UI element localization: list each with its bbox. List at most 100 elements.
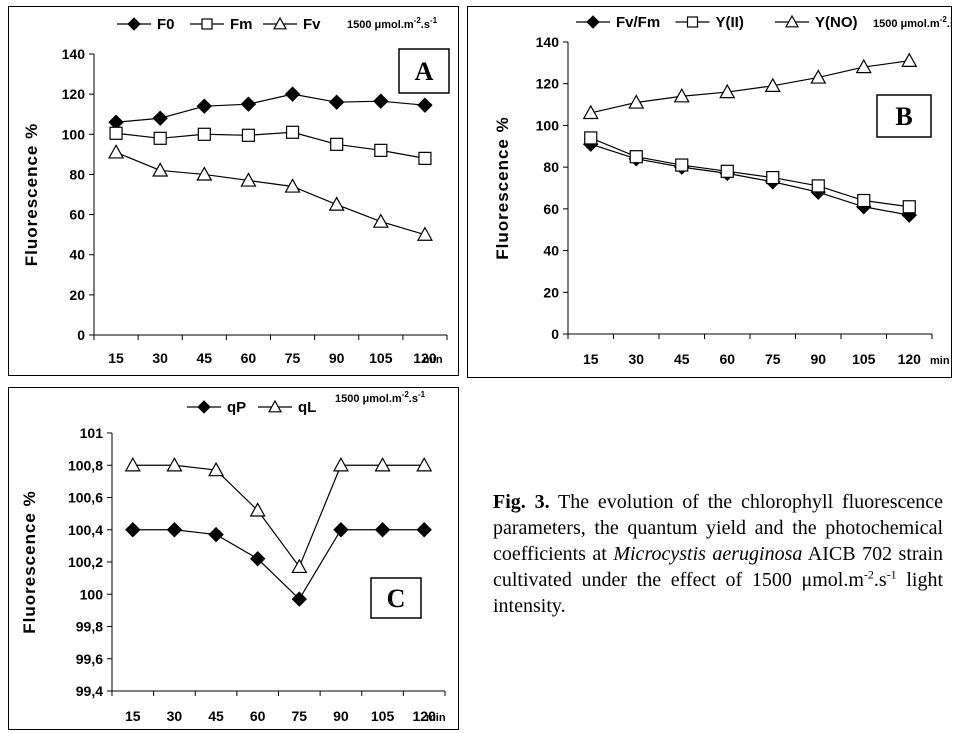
y-tick-label: 60 bbox=[69, 207, 85, 223]
x-tick-label: 30 bbox=[167, 708, 183, 724]
legend-label: qL bbox=[298, 399, 316, 416]
x-tick-label: 75 bbox=[765, 351, 781, 367]
data-point bbox=[241, 128, 256, 142]
unit-label: 1500 μmol.m-2.s-1 bbox=[347, 16, 438, 31]
data-point bbox=[373, 93, 389, 109]
data-point bbox=[332, 457, 349, 472]
caption-sup-1: -2 bbox=[863, 567, 874, 582]
data-point bbox=[124, 457, 141, 472]
caption-text-4: light intensity. bbox=[493, 569, 944, 617]
chart-svg-B: 0 20 40 60 80 100 120 140 15 30 45 60 75 90 105 120 min F… bbox=[493, 14, 951, 367]
x-tick-label: 60 bbox=[719, 351, 735, 367]
unit-sup2: -1 bbox=[430, 16, 438, 25]
x-tick-label: 45 bbox=[208, 708, 224, 724]
x-tick-label: 75 bbox=[285, 350, 301, 366]
y-tick-label: 40 bbox=[543, 243, 559, 259]
series-Fv/Fm bbox=[583, 136, 917, 223]
data-point bbox=[291, 591, 308, 607]
legend-label: Fv/Fm bbox=[616, 14, 660, 31]
unit-mid: .s bbox=[421, 19, 430, 31]
data-point bbox=[629, 150, 643, 164]
data-point bbox=[108, 144, 125, 159]
x-unit-label: min bbox=[930, 355, 950, 367]
data-point bbox=[249, 551, 266, 567]
y-tick-label: 40 bbox=[69, 247, 85, 263]
x-tick-label: 105 bbox=[371, 708, 395, 724]
legend-marker bbox=[127, 17, 141, 31]
data-point bbox=[416, 226, 433, 241]
y-axis-label: Fluorescence % bbox=[493, 116, 512, 259]
data-point bbox=[673, 87, 690, 103]
series-line bbox=[590, 137, 910, 208]
data-point bbox=[125, 522, 141, 538]
x-tick-label: 90 bbox=[810, 351, 826, 367]
legend-marker bbox=[686, 16, 699, 28]
data-point bbox=[764, 77, 781, 93]
x-tick-label: 60 bbox=[241, 350, 257, 366]
x-tick-label: 15 bbox=[583, 351, 599, 367]
y-axis-label: Fluorescence % bbox=[20, 490, 39, 633]
figure-caption: Fig. 3. The evolution of the chlorophyll… bbox=[493, 489, 943, 619]
data-point bbox=[372, 213, 389, 228]
data-point bbox=[418, 151, 432, 165]
data-point bbox=[196, 98, 213, 114]
panel-letter: A bbox=[415, 57, 434, 86]
y-tick-label: 0 bbox=[77, 327, 85, 343]
data-point bbox=[166, 457, 183, 472]
legend-label: qP bbox=[227, 399, 246, 416]
x-tick-label: 120 bbox=[413, 350, 437, 366]
y-tick-label: 100 bbox=[80, 586, 104, 602]
y-tick-label: 80 bbox=[543, 159, 559, 175]
unit-mid: .s bbox=[409, 393, 418, 405]
panel-a: 0 20 40 60 80 100 120 140 15 30 45 60 75 90 105 120 min F… bbox=[8, 6, 459, 376]
y-tick-label: 20 bbox=[543, 284, 559, 300]
series-line bbox=[590, 143, 910, 216]
y-tick-label: 0 bbox=[551, 326, 559, 342]
data-point bbox=[374, 457, 391, 472]
data-point bbox=[328, 196, 345, 211]
data-point bbox=[902, 200, 916, 214]
caption-text-2: AICB 702 strain cultivated under the eff… bbox=[493, 543, 943, 591]
panel-letter-box bbox=[398, 48, 450, 94]
unit-base: 1500 μmol.m bbox=[347, 19, 414, 31]
data-point bbox=[719, 83, 736, 99]
series-qP bbox=[125, 522, 432, 607]
y-tick-label: 80 bbox=[69, 166, 85, 182]
data-point bbox=[166, 522, 183, 538]
data-point bbox=[291, 558, 308, 574]
caption-sup-2: -1 bbox=[886, 567, 897, 582]
data-point bbox=[811, 179, 825, 193]
y-tick-label: 100 bbox=[62, 126, 86, 142]
x-unit-label: min bbox=[426, 712, 446, 724]
data-point bbox=[285, 125, 300, 139]
series-Y(NO) bbox=[582, 52, 918, 120]
legend-marker bbox=[784, 14, 800, 28]
y-tick-label: 120 bbox=[62, 86, 86, 102]
data-point bbox=[675, 158, 689, 172]
series-Y(II) bbox=[584, 131, 916, 214]
data-point bbox=[152, 162, 169, 177]
x-tick-label: 30 bbox=[152, 350, 168, 366]
y-tick-label: 60 bbox=[543, 201, 559, 217]
unit-label: 1500 μmol.m-2.s-1 bbox=[873, 15, 951, 30]
y-tick-label: 100,6 bbox=[68, 490, 103, 506]
data-point bbox=[249, 502, 266, 517]
y-tick-label: 100 bbox=[536, 117, 560, 133]
legend-marker bbox=[272, 16, 288, 30]
x-tick-label: 15 bbox=[108, 350, 124, 366]
data-point bbox=[855, 58, 872, 74]
legend-marker bbox=[267, 399, 283, 413]
data-point bbox=[720, 164, 734, 178]
data-point bbox=[284, 86, 301, 102]
series-F0 bbox=[108, 86, 433, 130]
data-point bbox=[416, 522, 432, 538]
data-point bbox=[333, 522, 349, 538]
caption-text-3: .s bbox=[873, 569, 887, 591]
unit-base: 1500 μmol.m bbox=[335, 393, 402, 405]
data-point bbox=[628, 94, 645, 109]
unit-sup1: -2 bbox=[402, 390, 410, 399]
data-point bbox=[810, 69, 827, 84]
data-point bbox=[196, 166, 213, 181]
data-point bbox=[208, 461, 225, 477]
y-tick-label: 99,8 bbox=[76, 619, 103, 635]
